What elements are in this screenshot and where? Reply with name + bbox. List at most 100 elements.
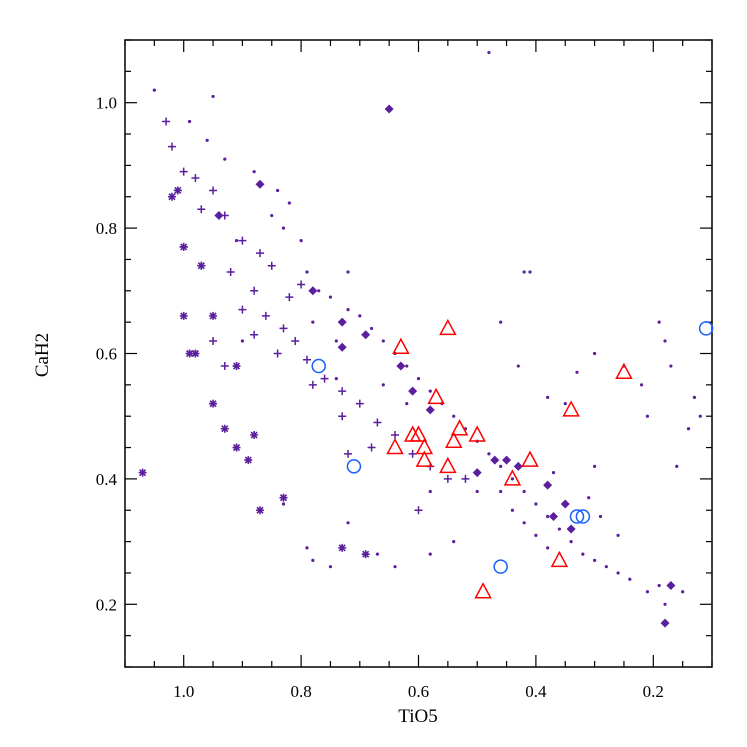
diamond-point — [472, 468, 482, 478]
dots-point — [305, 270, 309, 274]
triangle-point — [444, 431, 463, 449]
plus-point — [162, 117, 171, 126]
dots-point — [428, 389, 432, 393]
dots-point — [663, 602, 667, 606]
diamond-point — [490, 455, 500, 465]
circle-point — [575, 509, 591, 524]
dots-point — [534, 533, 538, 537]
triangle-point — [468, 425, 486, 442]
dots-point — [311, 558, 315, 563]
triangle-point — [503, 469, 522, 486]
triangle-point — [550, 550, 569, 568]
diamond-point — [502, 455, 512, 465]
plus-point — [250, 286, 259, 295]
dots-point — [287, 201, 291, 205]
asterisk-point — [244, 456, 253, 465]
triangle-point — [386, 437, 404, 455]
dots-point — [510, 508, 515, 512]
dots-point — [317, 289, 321, 293]
diamond-point — [214, 211, 224, 221]
diamond-point — [408, 386, 418, 396]
dots-point — [593, 351, 597, 356]
dots-point — [516, 364, 520, 368]
y-tick-label: 0.4 — [96, 470, 118, 489]
plus-point — [308, 380, 317, 389]
asterisk-point — [191, 349, 200, 358]
dots-point — [270, 213, 274, 218]
dots-point — [593, 464, 597, 468]
dots-point — [187, 119, 192, 124]
diamond-point — [308, 286, 318, 296]
dots-point — [428, 552, 432, 556]
plus-point — [197, 205, 206, 214]
x-axis-label: TiO5 — [398, 706, 437, 727]
plus-point — [297, 280, 306, 289]
x-tick-label: 1.0 — [173, 682, 194, 701]
asterisk-point — [167, 192, 176, 201]
dots-point — [452, 414, 456, 418]
asterisk-point — [138, 468, 147, 477]
plus-point — [267, 261, 276, 270]
dots-point — [675, 464, 679, 468]
triangle-point — [415, 450, 434, 467]
plus-point — [355, 399, 364, 408]
plus-point — [250, 330, 259, 339]
series-plus — [162, 117, 470, 515]
plus-point — [238, 305, 247, 314]
plus-point — [279, 324, 288, 333]
series-asterisk — [138, 186, 370, 559]
plus-point — [320, 374, 329, 383]
dots-point — [375, 552, 380, 556]
circle-point — [698, 321, 714, 336]
plus-point — [167, 142, 176, 151]
plus-point — [226, 267, 235, 276]
asterisk-point — [338, 543, 347, 552]
asterisk-point — [179, 311, 188, 320]
diamond-point — [660, 618, 670, 628]
dots-point — [657, 583, 661, 588]
circle-point — [311, 358, 326, 374]
dots-point — [563, 402, 567, 406]
dots-point — [616, 571, 620, 575]
diamond-point — [396, 361, 406, 371]
plus-point — [391, 431, 400, 440]
triangle-point — [474, 582, 492, 599]
dots-point — [334, 339, 338, 343]
diamond-point — [384, 104, 394, 114]
series-triangle — [386, 318, 633, 599]
dots-point — [475, 489, 479, 494]
dots-point — [381, 339, 385, 343]
dots-point — [499, 464, 503, 468]
y-axis-label: CaH2 — [32, 333, 53, 377]
diamond-point — [549, 512, 559, 522]
dots-point — [346, 270, 350, 274]
dots-point — [499, 320, 503, 324]
diamond-point — [425, 405, 435, 415]
dots-point — [205, 138, 209, 142]
plus-point — [344, 449, 353, 458]
dots-point — [305, 546, 309, 550]
dots-point — [522, 270, 526, 274]
dots-point — [393, 565, 397, 569]
diamond-point — [337, 317, 347, 327]
x-tick-label: 0.6 — [408, 682, 429, 701]
asterisk-point — [361, 550, 370, 559]
diamond-point — [666, 580, 676, 590]
dots-point — [628, 577, 632, 581]
dots-point — [334, 376, 338, 381]
triangle-point — [439, 456, 457, 474]
dots-point — [223, 157, 227, 161]
asterisk-point — [179, 242, 188, 251]
asterisk-point — [256, 506, 265, 515]
plot-frame — [124, 39, 713, 668]
asterisk-point — [279, 493, 288, 502]
plus-point — [367, 443, 376, 452]
diamond-point — [543, 480, 553, 490]
dots-point — [551, 471, 556, 475]
dots-point — [698, 414, 702, 418]
dots-point — [686, 427, 691, 431]
dots-point — [616, 533, 620, 537]
circle-point — [493, 559, 508, 574]
dots-point — [645, 414, 650, 418]
dots-point — [575, 370, 579, 374]
